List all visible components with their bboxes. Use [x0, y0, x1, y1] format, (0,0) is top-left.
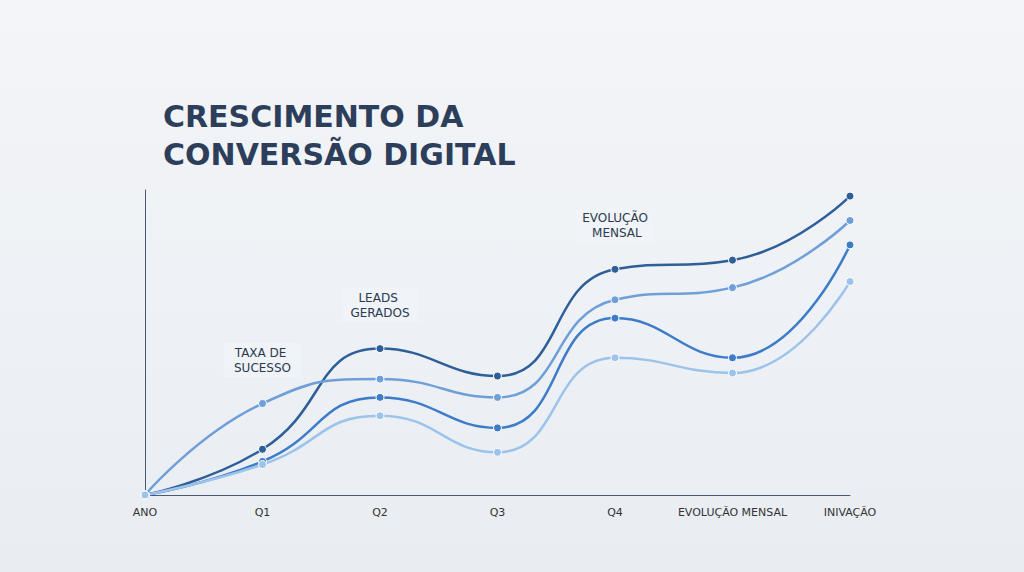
svg-text:CRESCIMENTO DA: CRESCIMENTO DA — [163, 99, 474, 134]
svg-text:GERADOS: GERADOS — [350, 306, 409, 320]
svg-text:INIVAÇÃO: INIVAÇÃO — [824, 506, 877, 519]
svg-text:Q4: Q4 — [607, 506, 623, 519]
svg-text:SUCESSO: SUCESSO — [234, 361, 291, 375]
svg-text:ANO: ANO — [133, 506, 158, 519]
svg-text:TAXA DE: TAXA DE — [234, 346, 291, 360]
svg-text:Q2: Q2 — [372, 506, 388, 519]
svg-text:MENSAL: MENSAL — [588, 226, 642, 240]
svg-text:EVOLUÇÃO MENSAL: EVOLUÇÃO MENSAL — [678, 506, 788, 519]
svg-text:Q1: Q1 — [255, 506, 271, 519]
svg-text:Q3: Q3 — [490, 506, 506, 519]
svg-text:LEADS: LEADS — [358, 291, 401, 305]
svg-text:EVOLUÇÃO: EVOLUÇÃO — [582, 210, 648, 225]
svg-text:CONVERSÃO DIGITAL: CONVERSÃO DIGITAL — [163, 136, 516, 172]
